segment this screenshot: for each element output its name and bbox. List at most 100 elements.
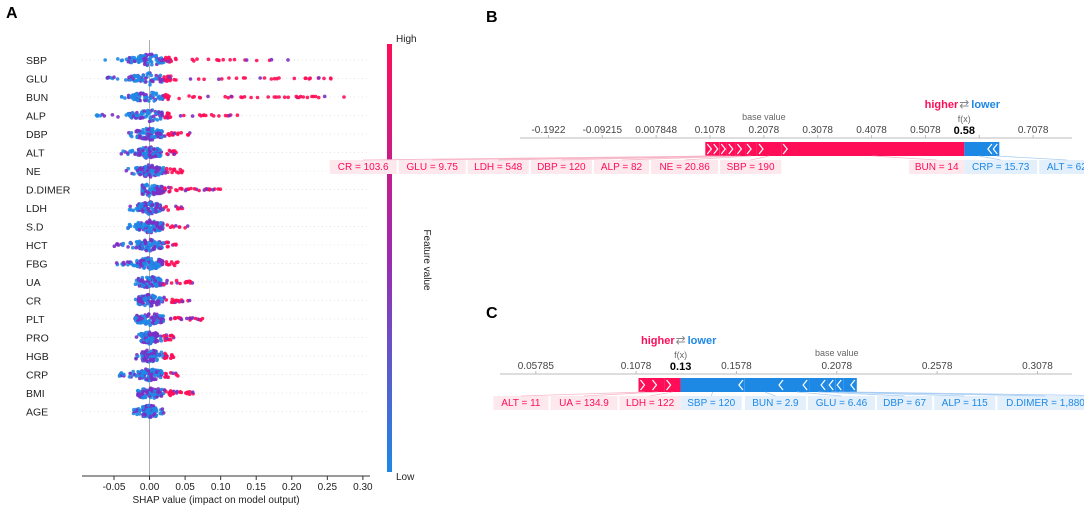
shap-point bbox=[135, 264, 140, 269]
shap-point bbox=[165, 240, 170, 245]
shap-point bbox=[174, 224, 178, 228]
shap-point bbox=[147, 147, 151, 151]
negative-feature-label: ALP = 115 bbox=[942, 398, 988, 409]
shap-point bbox=[138, 315, 142, 319]
shap-point bbox=[132, 73, 137, 78]
shap-point bbox=[286, 95, 291, 100]
shap-point bbox=[137, 78, 141, 82]
shap-point bbox=[167, 148, 172, 153]
shap-point bbox=[112, 75, 116, 79]
shap-point bbox=[221, 57, 225, 62]
negative-label-bg bbox=[808, 396, 875, 410]
shap-point bbox=[156, 265, 160, 269]
shap-point bbox=[168, 189, 172, 193]
shap-point bbox=[165, 223, 170, 227]
shap-point bbox=[149, 127, 154, 132]
x-tick-label: 0.00 bbox=[140, 482, 160, 493]
legend-arrows: ⇄ bbox=[676, 333, 686, 347]
shap-point bbox=[138, 394, 142, 399]
negative-segment bbox=[744, 378, 785, 392]
shap-point bbox=[153, 279, 158, 283]
shap-point bbox=[157, 94, 161, 99]
shap-point bbox=[154, 331, 159, 336]
shap-point bbox=[134, 245, 138, 250]
legend-lower: lower bbox=[971, 99, 1000, 111]
positive-segment bbox=[719, 142, 727, 156]
shap-point bbox=[156, 60, 160, 65]
shap-point bbox=[135, 389, 140, 393]
shap-point bbox=[138, 135, 142, 140]
shap-point bbox=[159, 369, 164, 374]
shap-point bbox=[154, 73, 158, 78]
shap-point bbox=[154, 76, 158, 81]
shap-point bbox=[165, 111, 170, 115]
positive-label-bg bbox=[651, 160, 719, 174]
shap-point bbox=[148, 116, 152, 121]
label-connector bbox=[764, 391, 776, 397]
shap-point bbox=[188, 316, 192, 321]
shap-point bbox=[163, 171, 168, 175]
shap-point bbox=[206, 57, 211, 62]
shap-point bbox=[153, 240, 157, 244]
shap-point bbox=[188, 77, 193, 81]
colorbar-low-label: Low bbox=[396, 472, 415, 483]
shap-point bbox=[243, 76, 247, 80]
segment-chevron bbox=[720, 143, 727, 155]
shap-point bbox=[157, 110, 161, 115]
shap-point bbox=[187, 298, 192, 303]
shap-point bbox=[152, 244, 157, 249]
positive-feature-label: LDH = 122 bbox=[626, 398, 675, 409]
shap-point bbox=[148, 83, 152, 87]
x-axis-title: SHAP value (impact on model output) bbox=[132, 495, 299, 506]
shap-point bbox=[156, 387, 161, 391]
legend-arrows: ⇄ bbox=[959, 97, 969, 111]
positive-segment bbox=[726, 142, 736, 156]
shap-point bbox=[179, 205, 183, 209]
shap-point bbox=[152, 396, 156, 400]
shap-point bbox=[228, 58, 232, 62]
shap-point bbox=[110, 113, 115, 117]
shap-point bbox=[139, 339, 143, 343]
shap-point bbox=[155, 302, 159, 307]
negative-label-bg bbox=[1039, 160, 1084, 174]
shap-point bbox=[138, 54, 143, 58]
shap-point bbox=[269, 57, 274, 62]
shap-point bbox=[196, 77, 201, 81]
negative-feature-label: BUN = 2.9 bbox=[752, 398, 799, 409]
shap-point bbox=[137, 60, 141, 64]
feature-label: LDH bbox=[26, 203, 47, 215]
legend-higher: higher bbox=[925, 99, 959, 111]
shap-point bbox=[173, 316, 177, 320]
negative-label-bg bbox=[934, 396, 996, 410]
shap-point bbox=[171, 391, 176, 396]
segment-chevron bbox=[736, 143, 743, 155]
shap-point bbox=[166, 263, 171, 267]
positive-label-bg bbox=[619, 396, 681, 410]
shap-point bbox=[145, 352, 150, 357]
shap-point bbox=[159, 78, 163, 83]
shap-point bbox=[159, 350, 164, 355]
shap-point bbox=[154, 408, 158, 413]
shap-point bbox=[144, 223, 148, 228]
shap-point bbox=[121, 241, 126, 246]
shap-point bbox=[172, 152, 177, 156]
shap-point bbox=[169, 356, 173, 361]
shap-point bbox=[145, 72, 150, 76]
feature-label: CRP bbox=[26, 370, 48, 382]
shap-point bbox=[272, 95, 277, 99]
shap-point bbox=[180, 299, 185, 304]
shap-point bbox=[136, 391, 141, 396]
shap-point bbox=[147, 284, 152, 289]
shap-point bbox=[98, 113, 103, 118]
x-tick-label: 0.20 bbox=[282, 482, 302, 493]
shap-point bbox=[135, 110, 139, 115]
shap-point bbox=[193, 316, 198, 321]
shap-point bbox=[174, 278, 179, 283]
shap-point bbox=[146, 127, 150, 132]
shap-point bbox=[127, 56, 132, 60]
positive-label-bg bbox=[909, 160, 965, 174]
force-tick-label: -0.1922 bbox=[531, 125, 565, 136]
legend-higher: higher bbox=[641, 335, 675, 347]
negative-feature-label: CRP = 15.73 bbox=[972, 162, 1030, 173]
shap-point bbox=[322, 76, 326, 81]
